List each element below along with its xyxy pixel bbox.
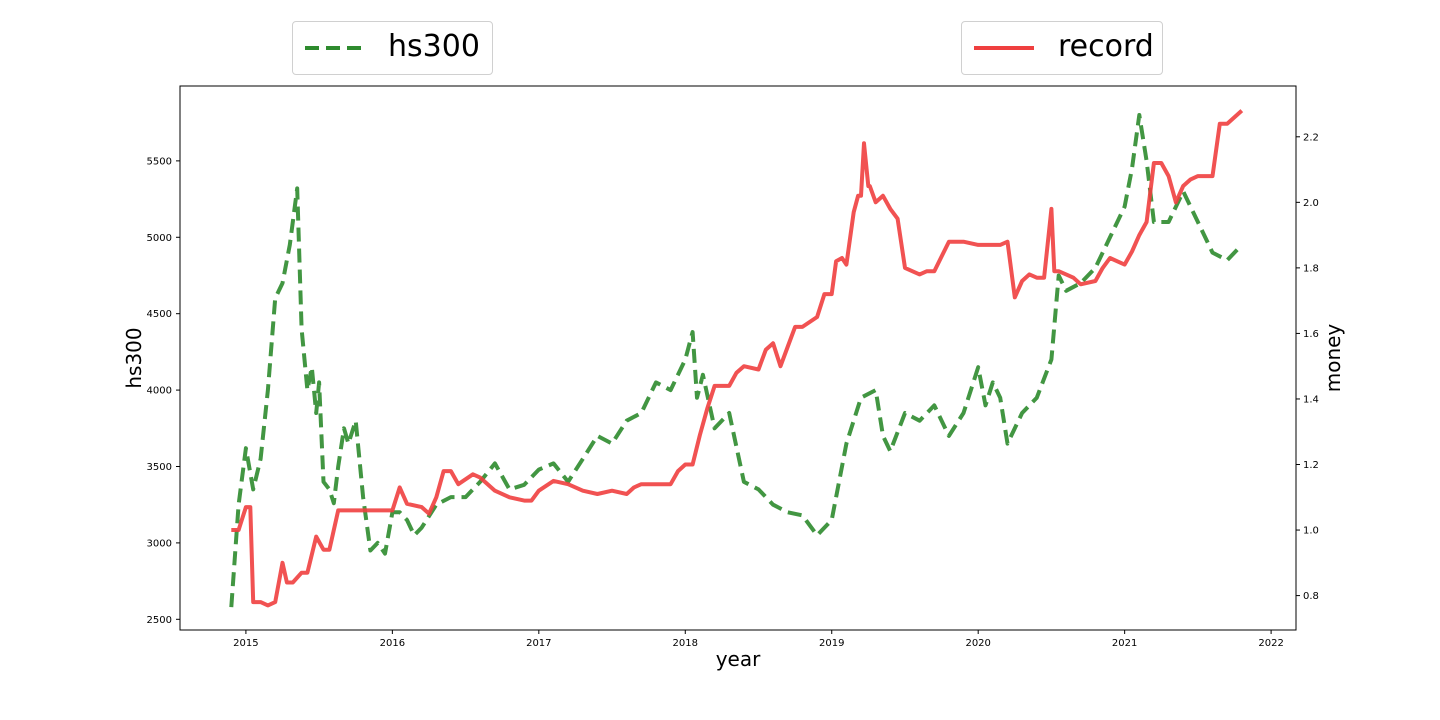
y-left-tick-label: 5000 (147, 233, 172, 244)
legend-record-swatch (974, 46, 1034, 50)
legend-hs300: hs300 (292, 21, 493, 75)
y-right-tick-label: 2.0 (1303, 198, 1319, 209)
x-tick-label: 2020 (965, 638, 990, 649)
x-tick-label: 2019 (819, 638, 844, 649)
y-left-tick-label: 3500 (147, 462, 172, 473)
y-left-tick-label: 4000 (147, 386, 172, 397)
y-right-axis-title: money (1321, 324, 1345, 393)
series-layer (229, 109, 1244, 608)
y-right-tick-label: 1.2 (1303, 460, 1319, 471)
x-axis-ticks: 2015 2016 2017 2018 2019 2020 2021 2022 (233, 630, 1284, 649)
legend-hs300-swatch (305, 46, 365, 50)
plot-frame (179, 85, 1297, 631)
y-left-tick-label: 4500 (147, 309, 172, 320)
y-left-tick-label: 3000 (147, 538, 172, 549)
y-right-tick-label: 2.2 (1303, 132, 1319, 143)
y-right-tick-label: 1.6 (1303, 329, 1319, 340)
x-tick-label: 2021 (1112, 638, 1137, 649)
y-right-axis-ticks: 0.8 1.0 1.2 1.4 1.6 1.8 2.0 2.2 (1296, 132, 1319, 602)
series-line-record (231, 109, 1244, 608)
y-left-tick-label: 2500 (147, 615, 172, 626)
y-left-axis-title: hs300 (122, 327, 146, 388)
y-left-tick-label: 5500 (147, 156, 172, 167)
legend-record: record (961, 21, 1163, 75)
x-tick-label: 2017 (526, 638, 551, 649)
x-tick-label: 2015 (233, 638, 258, 649)
x-tick-label: 2018 (673, 638, 698, 649)
legend-record-label: record (1058, 29, 1154, 64)
y-right-tick-label: 1.4 (1303, 394, 1319, 405)
x-tick-label: 2022 (1258, 638, 1283, 649)
legend-hs300-label: hs300 (388, 29, 480, 64)
x-axis-title: year (716, 647, 761, 671)
y-right-tick-label: 1.8 (1303, 263, 1319, 274)
y-left-axis-ticks: 2500 3000 3500 4000 4500 5000 5500 (147, 156, 180, 626)
x-tick-label: 2016 (380, 638, 405, 649)
y-right-tick-label: 0.8 (1303, 591, 1319, 602)
series-line-hs300 (229, 113, 1244, 608)
y-right-tick-label: 1.0 (1303, 526, 1319, 537)
